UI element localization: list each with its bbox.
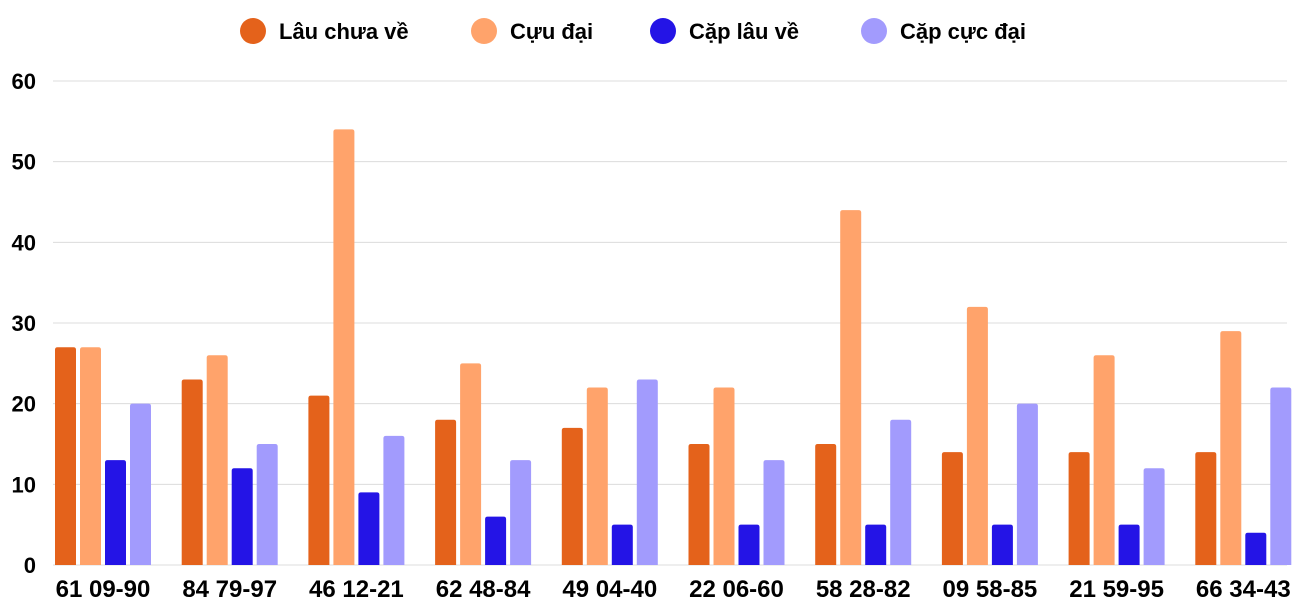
bars — [55, 129, 1292, 566]
x-category-label: 22 06-60 — [689, 576, 784, 600]
bar-series-3 — [611, 524, 633, 565]
bar-series-1 — [1068, 452, 1090, 565]
bar-series-4 — [890, 419, 912, 565]
y-tick-label: 40 — [12, 230, 36, 255]
x-category-label: 58 28-82 — [816, 576, 911, 600]
bar-series-1 — [561, 427, 583, 565]
bar-series-3 — [105, 460, 126, 565]
bar-series-4 — [763, 460, 785, 565]
bar-series-1 — [1195, 452, 1217, 565]
legend-swatch — [861, 18, 887, 44]
bar-series-4 — [383, 435, 405, 565]
bar-series-4 — [256, 444, 278, 565]
bar-series-1 — [435, 419, 457, 565]
bar-series-2 — [1093, 355, 1115, 565]
bar-series-3 — [738, 524, 760, 565]
x-category-label: 62 48-84 — [436, 576, 531, 600]
y-axis-ticks: 0 10 20 30 40 50 60 — [12, 69, 36, 578]
bar-series-1 — [181, 379, 203, 565]
bar-series-1 — [688, 444, 710, 565]
legend-swatch — [240, 18, 266, 44]
y-tick-label: 50 — [12, 150, 36, 175]
bar-series-3 — [865, 524, 887, 565]
bar-series-1 — [308, 395, 330, 565]
bar-series-4 — [1270, 387, 1292, 565]
bar-series-2 — [333, 129, 355, 565]
bar-series-1 — [815, 444, 837, 565]
bar-series-1 — [941, 452, 963, 565]
bar-series-2 — [586, 387, 608, 565]
bar-series-4 — [510, 460, 532, 565]
bar-series-1 — [55, 347, 76, 565]
legend: Lâu chưa về Cựu đại Cặp lâu về Cặp cực đại — [240, 18, 1026, 44]
bar-series-3 — [991, 524, 1013, 565]
x-category-label: 46 12-21 — [309, 576, 404, 600]
x-category-label: 66 34-43 — [1196, 576, 1291, 600]
legend-label: Lâu chưa về — [279, 19, 409, 44]
legend-swatch — [650, 18, 676, 44]
bar-series-3 — [231, 468, 253, 565]
bar-series-2 — [713, 387, 735, 565]
x-category-label: 84 79-97 — [182, 576, 277, 600]
x-category-label: 09 58-85 — [943, 576, 1038, 600]
bar-series-2 — [80, 347, 101, 565]
bar-series-4 — [1143, 468, 1165, 565]
bar-series-2 — [1220, 331, 1242, 565]
bar-series-2 — [206, 355, 228, 565]
legend-label: Cựu đại — [510, 19, 593, 44]
bar-series-2 — [966, 306, 988, 565]
x-axis-labels: 61 09-90 84 79-97 46 12-21 62 48-84 49 04-40… — [56, 576, 1291, 600]
x-category-label: 61 09-90 — [56, 576, 151, 600]
y-tick-label: 0 — [24, 553, 36, 578]
bar-series-2 — [460, 363, 482, 565]
y-tick-label: 30 — [12, 311, 36, 336]
bar-series-2 — [840, 210, 862, 566]
legend-label: Cặp cực đại — [900, 19, 1026, 44]
bar-series-4 — [636, 379, 658, 565]
bar-series-3 — [1118, 524, 1140, 565]
y-tick-label: 60 — [12, 69, 36, 94]
bar-series-3 — [1245, 532, 1267, 565]
bar-series-3 — [485, 516, 507, 565]
y-tick-label: 20 — [12, 392, 36, 417]
bar-series-3 — [358, 492, 380, 565]
legend-label: Cặp lâu về — [689, 19, 799, 44]
x-category-label: 49 04-40 — [562, 576, 657, 600]
bar-series-4 — [130, 403, 151, 565]
bar-series-4 — [1016, 403, 1038, 565]
x-category-label: 21 59-95 — [1069, 576, 1164, 600]
y-tick-label: 10 — [12, 472, 36, 497]
legend-swatch — [471, 18, 497, 44]
